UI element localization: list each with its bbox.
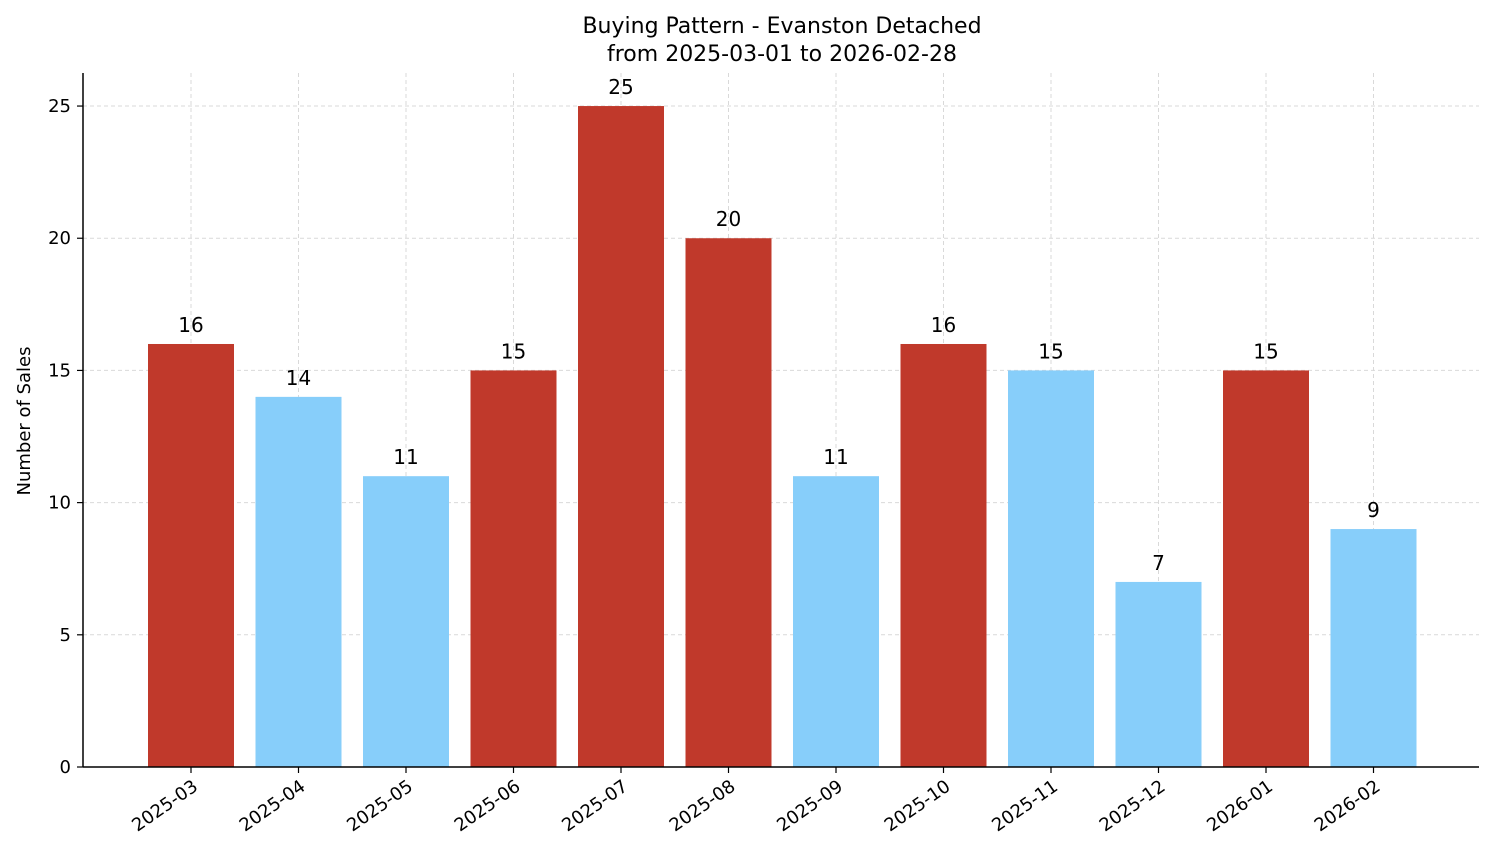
data-label-2025-06: 15 bbox=[501, 339, 526, 363]
chart-title: Buying Pattern - Evanston Detached bbox=[582, 14, 981, 39]
bar-2025-09 bbox=[793, 476, 879, 767]
y-tick-label: 10 bbox=[48, 493, 71, 514]
data-labels: 16 14 11 15 25 20 11 16 15 7 15 9 bbox=[178, 75, 1380, 575]
data-label-2025-11: 15 bbox=[1038, 339, 1063, 363]
x-tick-label: 2025-07 bbox=[558, 776, 632, 836]
y-tick-label: 0 bbox=[60, 757, 71, 778]
bar-2026-01 bbox=[1223, 370, 1309, 767]
data-label-2025-03: 16 bbox=[178, 313, 203, 337]
data-label-2025-12: 7 bbox=[1152, 551, 1165, 575]
bar-2025-04 bbox=[255, 396, 342, 767]
bar-2025-05 bbox=[363, 476, 449, 767]
x-tick-label: 2025-06 bbox=[451, 776, 525, 836]
bar-2025-06 bbox=[470, 370, 557, 767]
data-label-2025-09: 11 bbox=[823, 445, 848, 469]
y-tick-label: 20 bbox=[48, 228, 71, 249]
data-label-2025-07: 25 bbox=[608, 75, 633, 99]
bar-2026-02 bbox=[1330, 529, 1417, 767]
x-tick-label: 2026-02 bbox=[1311, 776, 1385, 836]
x-tick-label: 2025-05 bbox=[343, 776, 417, 836]
x-tick-label: 2025-12 bbox=[1096, 776, 1170, 836]
data-label-2025-10: 16 bbox=[931, 313, 956, 337]
data-label-2026-01: 15 bbox=[1253, 339, 1278, 363]
x-tick-label: 2025-08 bbox=[666, 776, 740, 836]
y-axis-label: Number of Sales bbox=[14, 346, 35, 495]
bar-2025-12 bbox=[1115, 581, 1202, 767]
y-tick-label: 5 bbox=[60, 625, 71, 646]
bar-2025-07 bbox=[578, 106, 664, 768]
bar-2025-03 bbox=[148, 343, 234, 767]
x-tick-label: 2026-01 bbox=[1203, 776, 1277, 836]
chart-subtitle: from 2025-03-01 to 2026-02-28 bbox=[607, 42, 957, 67]
y-tick-label: 15 bbox=[48, 360, 71, 381]
bar-2025-11 bbox=[1008, 370, 1094, 767]
data-label-2025-08: 20 bbox=[716, 207, 741, 231]
x-tick-label: 2025-10 bbox=[881, 776, 955, 836]
x-tick-label: 2025-11 bbox=[988, 776, 1062, 836]
data-label-2025-05: 11 bbox=[393, 445, 418, 469]
x-tick-label: 2025-03 bbox=[128, 776, 202, 836]
data-label-2026-02: 9 bbox=[1367, 498, 1380, 522]
x-tick-label: 2025-04 bbox=[236, 776, 310, 836]
bars bbox=[148, 106, 1417, 768]
data-label-2025-04: 14 bbox=[286, 366, 311, 390]
bar-2025-10 bbox=[900, 343, 987, 767]
bar-2025-08 bbox=[685, 238, 772, 767]
x-tick-label: 2025-09 bbox=[773, 776, 847, 836]
y-tick-label: 25 bbox=[48, 96, 71, 117]
